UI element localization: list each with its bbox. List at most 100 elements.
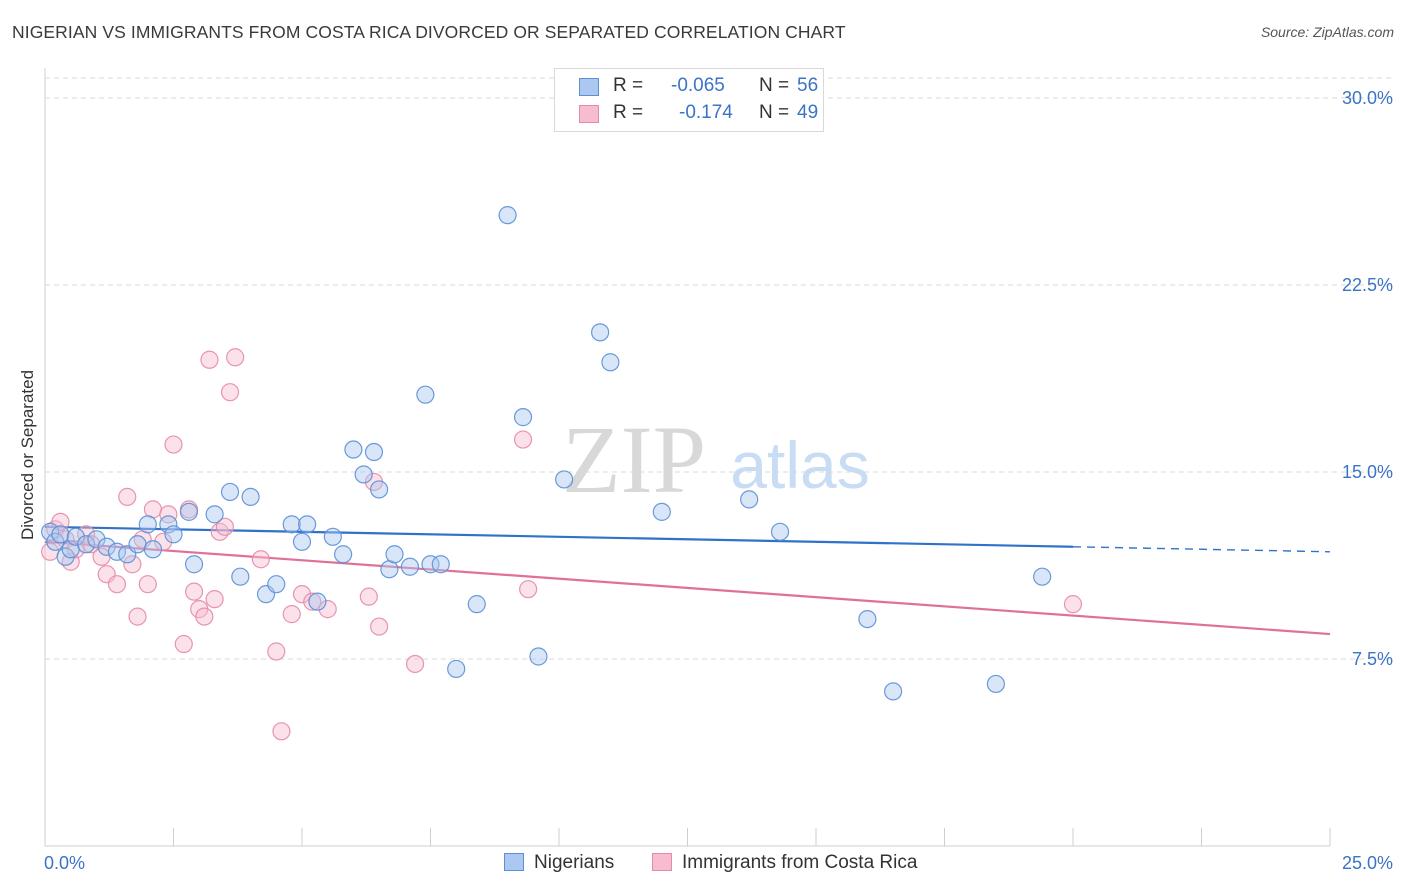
bottom-legend-nigerians: Nigerians bbox=[504, 852, 614, 874]
point-nigerians bbox=[282, 515, 301, 534]
point-costa-rica bbox=[405, 654, 425, 674]
point-nigerians bbox=[529, 647, 548, 666]
y-tick-label: 15.0% bbox=[1342, 462, 1393, 482]
point-costa-rica bbox=[200, 350, 219, 369]
point-costa-rica bbox=[128, 607, 147, 626]
point-nigerians bbox=[220, 482, 240, 502]
point-nigerians bbox=[416, 385, 435, 404]
bottom-legend-swatch-pink bbox=[652, 853, 672, 871]
point-nigerians bbox=[66, 527, 85, 546]
point-nigerians bbox=[267, 575, 286, 594]
point-nigerians bbox=[354, 465, 373, 484]
point-costa-rica bbox=[154, 532, 173, 551]
point-costa-rica bbox=[282, 605, 301, 624]
point-nigerians bbox=[498, 206, 517, 225]
point-nigerians bbox=[231, 567, 250, 586]
point-nigerians bbox=[143, 540, 163, 559]
point-costa-rica bbox=[82, 535, 101, 554]
data-points bbox=[41, 206, 1083, 741]
point-costa-rica bbox=[107, 575, 127, 594]
point-nigerians bbox=[1033, 567, 1052, 586]
watermark-atlas: atlas bbox=[730, 428, 869, 502]
point-nigerians bbox=[858, 609, 877, 629]
point-costa-rica bbox=[205, 590, 224, 609]
bottom-legend-swatch-blue bbox=[504, 853, 524, 871]
point-costa-rica bbox=[370, 617, 389, 636]
point-nigerians bbox=[770, 522, 790, 541]
trend-line-nigerians bbox=[44, 525, 1074, 548]
tick-labels: 7.5% 15.0% 22.5% 30.0% 0.0% 25.0% bbox=[44, 88, 1393, 873]
point-nigerians bbox=[77, 535, 96, 554]
y-tick-label: 7.5% bbox=[1352, 649, 1393, 669]
point-costa-rica bbox=[210, 522, 229, 541]
legend-r-value: -0.065 bbox=[671, 75, 725, 96]
point-nigerians bbox=[344, 440, 363, 459]
point-nigerians bbox=[513, 408, 533, 427]
watermark-zip: ZIP bbox=[562, 406, 706, 513]
point-costa-rica bbox=[138, 575, 157, 594]
point-nigerians bbox=[97, 537, 116, 556]
point-nigerians bbox=[292, 532, 312, 551]
point-nigerians bbox=[179, 502, 199, 521]
point-nigerians bbox=[740, 490, 759, 509]
bottom-legend-costa-rica: Immigrants from Costa Rica bbox=[652, 852, 917, 874]
legend-r-value: -0.174 bbox=[679, 102, 733, 123]
point-costa-rica bbox=[359, 587, 378, 606]
point-nigerians bbox=[298, 515, 317, 534]
point-costa-rica bbox=[159, 505, 178, 524]
axes bbox=[44, 68, 1331, 847]
point-nigerians bbox=[555, 470, 574, 489]
point-nigerians bbox=[164, 525, 183, 544]
point-nigerians bbox=[601, 353, 620, 372]
watermark: ZIP atlas bbox=[562, 406, 870, 513]
bottom-legend-label-costa-rica: Immigrants from Costa Rica bbox=[682, 852, 918, 873]
point-nigerians bbox=[400, 557, 420, 576]
point-nigerians bbox=[138, 515, 157, 534]
point-costa-rica bbox=[215, 517, 234, 536]
point-costa-rica bbox=[184, 582, 204, 601]
point-nigerians bbox=[159, 515, 178, 534]
trend-lines bbox=[44, 525, 1331, 636]
point-nigerians bbox=[87, 530, 106, 549]
bottom-legend-label-nigerians: Nigerians bbox=[534, 852, 615, 873]
point-costa-rica bbox=[220, 383, 240, 402]
legend-swatch-pink bbox=[579, 105, 599, 123]
y-tick-label: 30.0% bbox=[1342, 88, 1393, 108]
legend-swatch-blue bbox=[579, 78, 599, 96]
legend-n-value: 49 bbox=[797, 102, 819, 123]
trend-line-nigerians-extension bbox=[1072, 546, 1331, 553]
point-costa-rica bbox=[303, 592, 322, 611]
point-nigerians bbox=[334, 545, 353, 564]
point-costa-rica bbox=[513, 430, 533, 449]
point-nigerians bbox=[591, 323, 610, 342]
point-nigerians bbox=[447, 659, 466, 679]
point-nigerians bbox=[986, 674, 1006, 694]
source-label: Source: ZipAtlas.com bbox=[1260, 24, 1394, 40]
point-costa-rica bbox=[164, 435, 183, 454]
legend-n-label: N = bbox=[759, 75, 790, 96]
point-nigerians bbox=[128, 535, 147, 554]
point-costa-rica bbox=[1063, 595, 1083, 614]
point-costa-rica bbox=[267, 642, 286, 661]
point-costa-rica bbox=[226, 348, 245, 367]
point-costa-rica bbox=[123, 555, 142, 574]
point-nigerians bbox=[205, 505, 224, 524]
legend-r-label: R = bbox=[613, 75, 644, 96]
point-nigerians bbox=[370, 480, 389, 499]
point-costa-rica bbox=[195, 607, 214, 626]
y-axis-label: Divorced or Separated bbox=[18, 369, 37, 541]
legend-n-value: 56 bbox=[797, 75, 819, 96]
y-tick-label: 22.5% bbox=[1342, 275, 1393, 295]
point-costa-rica bbox=[174, 634, 193, 654]
point-nigerians bbox=[323, 527, 342, 546]
point-nigerians bbox=[51, 525, 70, 544]
point-nigerians bbox=[883, 682, 903, 701]
point-costa-rica bbox=[519, 580, 538, 599]
point-costa-rica bbox=[272, 722, 291, 741]
point-nigerians bbox=[421, 555, 440, 574]
x-tick-label-start: 0.0% bbox=[44, 853, 85, 873]
point-nigerians bbox=[467, 595, 486, 614]
x-tick-label-end: 25.0% bbox=[1342, 853, 1393, 873]
point-costa-rica bbox=[251, 550, 270, 569]
